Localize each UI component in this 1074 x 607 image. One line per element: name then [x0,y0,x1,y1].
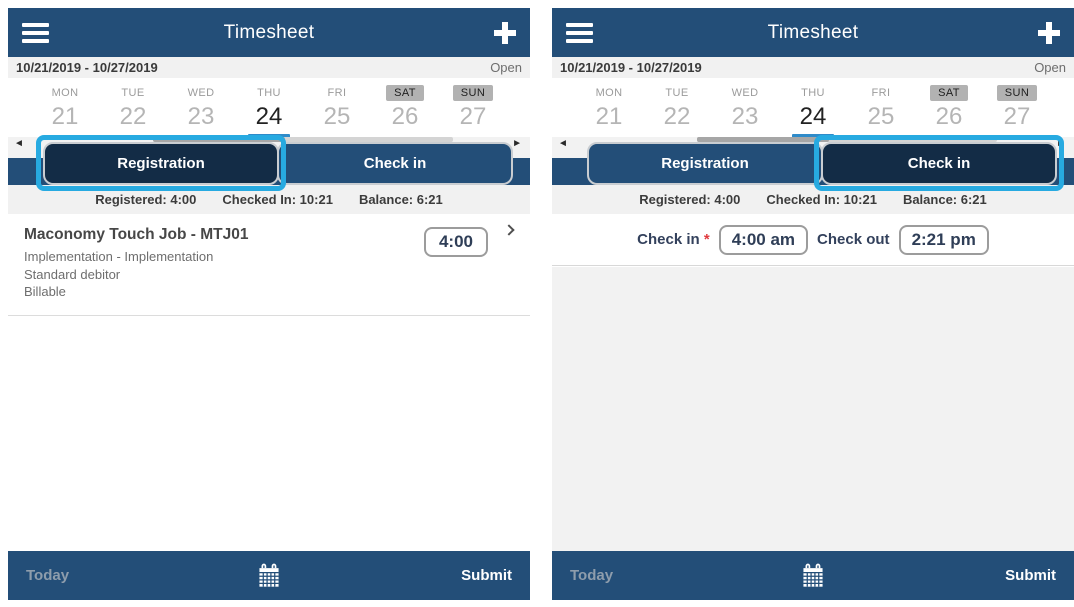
timesheet-status: Open [1034,60,1066,75]
tab-registration[interactable]: Registration [43,142,279,185]
job-row[interactable]: Maconomy Touch Job - MTJ01 Implementatio… [8,214,530,316]
check-in-content: Check in * 4:00 am Check out 2:21 pm [552,214,1074,551]
tabs-scroll-left-icon[interactable]: ◄ [14,138,24,149]
page-title: Timesheet [767,21,859,43]
required-marker: * [703,231,710,248]
screenshot-registration: Timesheet 10/21/2019 - 10/27/2019 Open M… [0,0,530,607]
day-fri[interactable]: FRI 25 [323,87,351,130]
check-out-time-input[interactable]: 2:21 pm [898,224,989,255]
check-out-label: Check out [817,231,890,248]
balance-total: Balance: 6:21 [902,192,987,207]
checked-in-total: Checked In: 10:21 [766,192,877,207]
menu-icon[interactable] [566,22,593,43]
day-fri[interactable]: FRI 25 [867,87,895,130]
submit-button[interactable]: Submit [1005,567,1056,584]
today-button[interactable]: Today [570,567,614,584]
bottom-bar: Today [8,551,530,600]
tab-registration[interactable]: Registration [587,142,823,185]
day-sat[interactable]: SAT 26 [374,83,436,137]
timesheet-status: Open [490,60,522,75]
tab-bar: ◄ ► Registration Check in [8,135,530,191]
check-in-label: Check in * [637,231,710,248]
tab-check-in[interactable]: Check in [277,142,513,185]
checked-in-total: Checked In: 10:21 [222,192,333,207]
registered-total: Registered: 4:00 [639,192,741,207]
day-thu-selected[interactable]: THU 24 [238,83,300,138]
tabs-scroll-right-icon[interactable]: ► [512,138,522,149]
day-selector: MON 21 TUE 22 WED 23 THU 24 FRI 25 SAT 26 SUN 2… [552,78,1074,138]
week-range: 10/21/2019 - 10/27/2019 [16,60,158,75]
week-range-row: 10/21/2019 - 10/27/2019 Open [552,57,1074,78]
job-task: Implementation - Implementation [24,249,214,264]
day-tue[interactable]: TUE 22 [119,87,147,130]
tab-check-in[interactable]: Check in [821,142,1057,185]
job-customer: Standard debitor [24,266,121,282]
day-wed[interactable]: WED 23 [187,87,215,130]
screenshot-check-in: Timesheet 10/21/2019 - 10/27/2019 Open M… [544,0,1074,607]
day-wed[interactable]: WED 23 [731,87,759,130]
submit-button[interactable]: Submit [461,567,512,584]
week-range-row: 10/21/2019 - 10/27/2019 Open [8,57,530,78]
day-mon[interactable]: MON 21 [595,87,623,130]
check-in-time-input[interactable]: 4:00 am [718,224,809,255]
add-icon[interactable] [1038,21,1060,44]
tabs-scroll-left-icon[interactable]: ◄ [558,138,568,149]
tabs-scroll-right-icon[interactable]: ► [1056,138,1066,149]
hours-input[interactable]: 4:00 [423,227,488,257]
page-title: Timesheet [223,21,315,43]
summary-row: Registered: 4:00 Checked In: 10:21 Balan… [552,185,1074,214]
app-header: Timesheet [8,8,530,57]
app-header: Timesheet [552,8,1074,57]
calendar-icon[interactable] [800,562,827,589]
registered-total: Registered: 4:00 [95,192,197,207]
add-icon[interactable] [494,21,516,44]
bottom-bar: Today [552,551,1074,600]
day-sat[interactable]: SAT 26 [918,83,980,137]
day-sun[interactable]: SUN 27 [442,83,504,137]
day-sun[interactable]: SUN 27 [986,83,1048,137]
check-in-row: Check in * 4:00 am Check out 2:21 pm [552,214,1074,266]
day-mon[interactable]: MON 21 [51,87,79,130]
week-range: 10/21/2019 - 10/27/2019 [560,60,702,75]
tab-bar: ◄ ► Registration Check in [552,135,1074,191]
balance-total: Balance: 6:21 [358,192,443,207]
job-title: Maconomy Touch Job - MTJ01 [24,226,249,243]
day-tue[interactable]: TUE 22 [663,87,691,130]
day-selector: MON 21 TUE 22 WED 23 THU 24 FRI 25 SAT 26 SUN 2… [8,78,530,138]
empty-area [552,267,1074,551]
menu-icon[interactable] [22,22,49,43]
job-billable: Billable [24,284,66,299]
registration-content: Maconomy Touch Job - MTJ01 Implementatio… [8,214,530,551]
summary-row: Registered: 4:00 Checked In: 10:21 Balan… [8,185,530,214]
today-button[interactable]: Today [26,567,70,584]
calendar-icon[interactable] [256,562,283,589]
selected-day-underline [792,134,834,138]
day-thu-selected[interactable]: THU 24 [782,83,844,138]
